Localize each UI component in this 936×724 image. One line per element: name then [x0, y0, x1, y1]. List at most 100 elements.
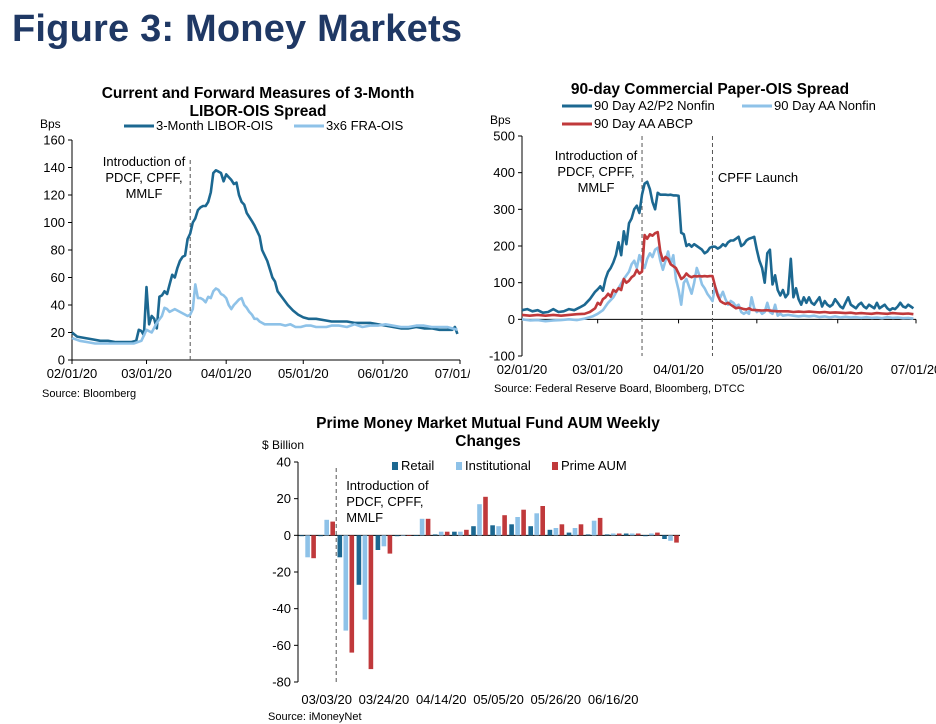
bar: [490, 525, 495, 536]
legend-label: Institutional: [465, 458, 531, 473]
x-tick-label: 02/01/20: [497, 362, 548, 377]
bar: [528, 526, 533, 536]
series-line-90-day-aa-nonfin: [521, 246, 914, 323]
bar: [547, 529, 553, 536]
x-tick-label: 06/01/20: [812, 362, 863, 377]
y-axis-unit: $ Billion: [262, 438, 304, 452]
chart-title-line: LIBOR-OIS Spread: [190, 103, 327, 120]
bar: [477, 504, 482, 536]
prime-mmf-chart: Prime Money Market Mutual Fund AUM Weekl…: [262, 415, 680, 723]
source-note: Source: Bloomberg: [42, 388, 136, 400]
bar: [521, 509, 526, 536]
bar: [337, 535, 343, 558]
bar: [610, 533, 616, 536]
bar: [643, 535, 648, 537]
bar: [578, 524, 584, 536]
bar: [324, 519, 329, 536]
y-tick-label: 120: [43, 188, 65, 203]
legend-label: 90 Day AA Nonfin: [774, 98, 876, 113]
bar: [444, 531, 450, 536]
bar: [483, 496, 488, 536]
x-tick-label: 03/24/20: [359, 692, 410, 707]
chart-title-line: Prime Money Market Mutual Fund AUM Weekl…: [316, 415, 660, 432]
x-tick-label: 05/01/20: [732, 362, 783, 377]
y-axis-unit: Bps: [40, 117, 61, 131]
bar: [604, 534, 610, 536]
bar: [406, 535, 412, 536]
bar: [400, 535, 406, 536]
x-tick-label: 03/01/20: [121, 366, 172, 381]
bar: [540, 506, 545, 536]
bar: [553, 528, 559, 536]
y-tick-label: 200: [493, 239, 515, 254]
y-tick-label: 0: [284, 528, 291, 543]
y-tick-label: 0: [58, 353, 65, 368]
y-tick-label: 0: [508, 312, 515, 327]
bar: [349, 535, 355, 653]
libor-ois-chart: Current and Forward Measures of 3-MonthL…: [40, 85, 470, 400]
annotation-text: MMLF: [346, 510, 383, 525]
bar: [394, 535, 400, 537]
source-note: Source: iMoneyNet: [268, 711, 362, 723]
bar: [381, 535, 387, 547]
x-tick-label: 04/01/20: [653, 362, 704, 377]
bar: [425, 518, 431, 536]
bar: [566, 532, 572, 536]
bar: [438, 531, 444, 536]
bar: [311, 535, 316, 559]
x-tick-label: 05/01/20: [278, 366, 329, 381]
bar: [362, 535, 368, 620]
chart-title-line: 90-day Commercial Paper-OIS Spread: [571, 81, 849, 98]
x-tick-label: 04/14/20: [416, 692, 467, 707]
y-tick-label: 60: [51, 270, 65, 285]
series-line-90-day-aa-abcp: [521, 230, 914, 317]
y-tick-label: 40: [51, 298, 65, 313]
bar: [649, 533, 654, 536]
bar: [413, 535, 419, 536]
bar: [655, 532, 660, 536]
y-tick-label: 80: [51, 243, 65, 258]
y-tick-label: -40: [272, 601, 291, 616]
x-tick-label: 06/16/20: [588, 692, 639, 707]
bar: [387, 535, 393, 554]
annotation-text: CPFF Launch: [718, 170, 798, 185]
figure-title: Figure 3: Money Markets: [12, 8, 463, 50]
bar: [597, 517, 603, 536]
y-tick-label: -80: [272, 675, 291, 690]
y-tick-label: 160: [43, 133, 65, 148]
y-tick-label: -60: [272, 638, 291, 653]
legend-label: 90 Day AA ABCP: [594, 116, 693, 131]
chart-title-line: Current and Forward Measures of 3-Month: [102, 85, 415, 102]
annotation-text: Introduction of: [346, 478, 429, 493]
series-line-90-day-a2-p2-nonfin: [521, 180, 915, 314]
annotation-text: PDCF, CPFF,: [557, 164, 634, 179]
bar: [419, 518, 425, 536]
bar: [616, 533, 622, 536]
bar: [496, 526, 501, 536]
bar: [662, 535, 667, 539]
x-tick-label: 03/03/20: [301, 692, 352, 707]
bar: [509, 524, 514, 536]
y-tick-label: 40: [277, 455, 291, 470]
x-tick-label: 07/01/20: [435, 366, 470, 381]
bar: [591, 520, 597, 536]
x-tick-label: 03/01/20: [572, 362, 623, 377]
x-tick-label: 06/01/20: [358, 366, 409, 381]
legend-swatch: [552, 462, 558, 470]
y-tick-label: 300: [493, 202, 515, 217]
annotation-text: PDCF, CPFF,: [105, 170, 182, 185]
legend-swatch: [392, 462, 398, 470]
bar: [343, 535, 349, 631]
bar: [368, 535, 374, 670]
legend-label: Retail: [401, 458, 434, 473]
x-tick-label: 07/01/20: [891, 362, 936, 377]
bar: [375, 535, 381, 550]
chart-title-line: Changes: [455, 433, 520, 450]
legend-label: 90 Day A2/P2 Nonfin: [594, 98, 715, 113]
bar: [559, 524, 565, 536]
bar: [356, 535, 362, 585]
bar: [635, 533, 641, 536]
bar: [330, 521, 335, 536]
y-tick-label: -20: [272, 565, 291, 580]
legend-label: 3-Month LIBOR-OIS: [156, 118, 273, 133]
